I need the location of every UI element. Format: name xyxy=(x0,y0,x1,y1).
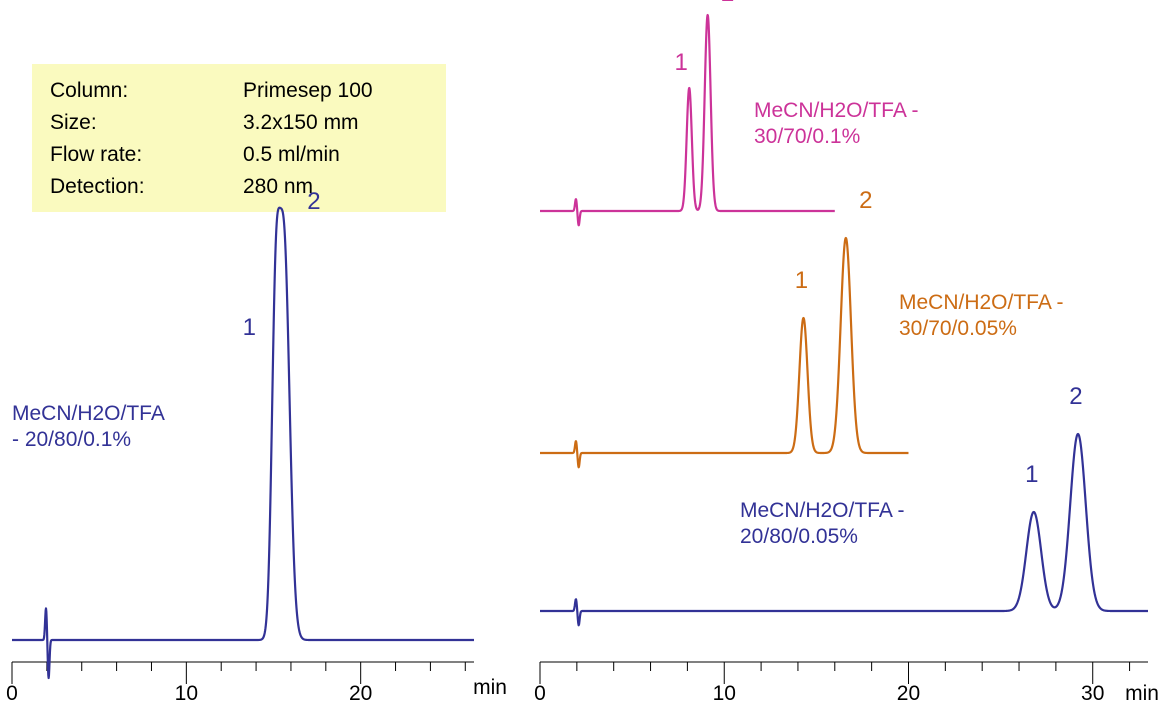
trace-line xyxy=(11,206,475,680)
detection-label: Detection: xyxy=(50,175,145,198)
x-tick-label: 10 xyxy=(713,682,736,705)
condition-line: 30/70/0.1% xyxy=(754,125,861,148)
x-axis-label: min xyxy=(473,676,507,699)
condition-line: MeCN/H2O/TFA xyxy=(12,402,165,425)
peak-label: 1 xyxy=(243,314,256,341)
x-tick-label: 0 xyxy=(6,682,18,705)
chart-panel: 0 10 20 30 min 1 2 1 2 1 2 xyxy=(534,0,1159,705)
condition-line: 20/80/0.05% xyxy=(740,525,858,548)
condition-line: - 20/80/0.1% xyxy=(12,428,132,451)
x-tick-label: 30 xyxy=(1081,682,1104,705)
flow-rate-label: Flow rate: xyxy=(50,143,143,166)
x-tick-label: 20 xyxy=(897,682,920,705)
flow-rate-value: 0.5 ml/min xyxy=(243,143,340,166)
trace-line xyxy=(539,432,1149,627)
column-label: Column: xyxy=(50,79,129,102)
peak-label: 2 xyxy=(859,187,872,214)
column-value: Primesep 100 xyxy=(243,79,373,102)
x-tick-label: 0 xyxy=(534,682,546,705)
conditions-box: Column: Primesep 100 Size: 3.2x150 mm Fl… xyxy=(32,64,446,212)
peak-label: 2 xyxy=(307,188,320,215)
trace-line xyxy=(539,13,836,227)
peak-label: 2 xyxy=(721,0,734,7)
condition-line: MeCN/H2O/TFA - xyxy=(740,499,905,522)
condition-label-30-70-0.1: MeCN/H2O/TFA - 30/70/0.1% xyxy=(754,98,919,150)
peak-label: 1 xyxy=(795,267,808,294)
condition-label-20-80-0.05: MeCN/H2O/TFA - 20/80/0.05% xyxy=(740,498,905,550)
x-tick-label: 10 xyxy=(175,682,198,705)
chart-panel: 0 10 20 min 1 2 xyxy=(6,188,507,705)
x-tick-label: 20 xyxy=(349,682,372,705)
condition-line: MeCN/H2O/TFA - xyxy=(754,99,919,122)
peak-label: 1 xyxy=(675,49,688,76)
condition-label-20-80-0.1: MeCN/H2O/TFA - 20/80/0.1% xyxy=(12,401,165,453)
condition-line: 30/70/0.05% xyxy=(899,317,1017,340)
peak-label: 2 xyxy=(1069,383,1082,410)
size-label: Size: xyxy=(50,111,97,134)
condition-line: MeCN/H2O/TFA - xyxy=(899,291,1064,314)
x-axis-label: min xyxy=(1125,682,1159,705)
trace-line xyxy=(539,236,910,469)
size-value: 3.2x150 mm xyxy=(243,111,359,134)
condition-label-30-70-0.05: MeCN/H2O/TFA - 30/70/0.05% xyxy=(899,290,1064,342)
detection-value: 280 nm xyxy=(243,175,314,198)
peak-label: 1 xyxy=(1025,461,1038,488)
